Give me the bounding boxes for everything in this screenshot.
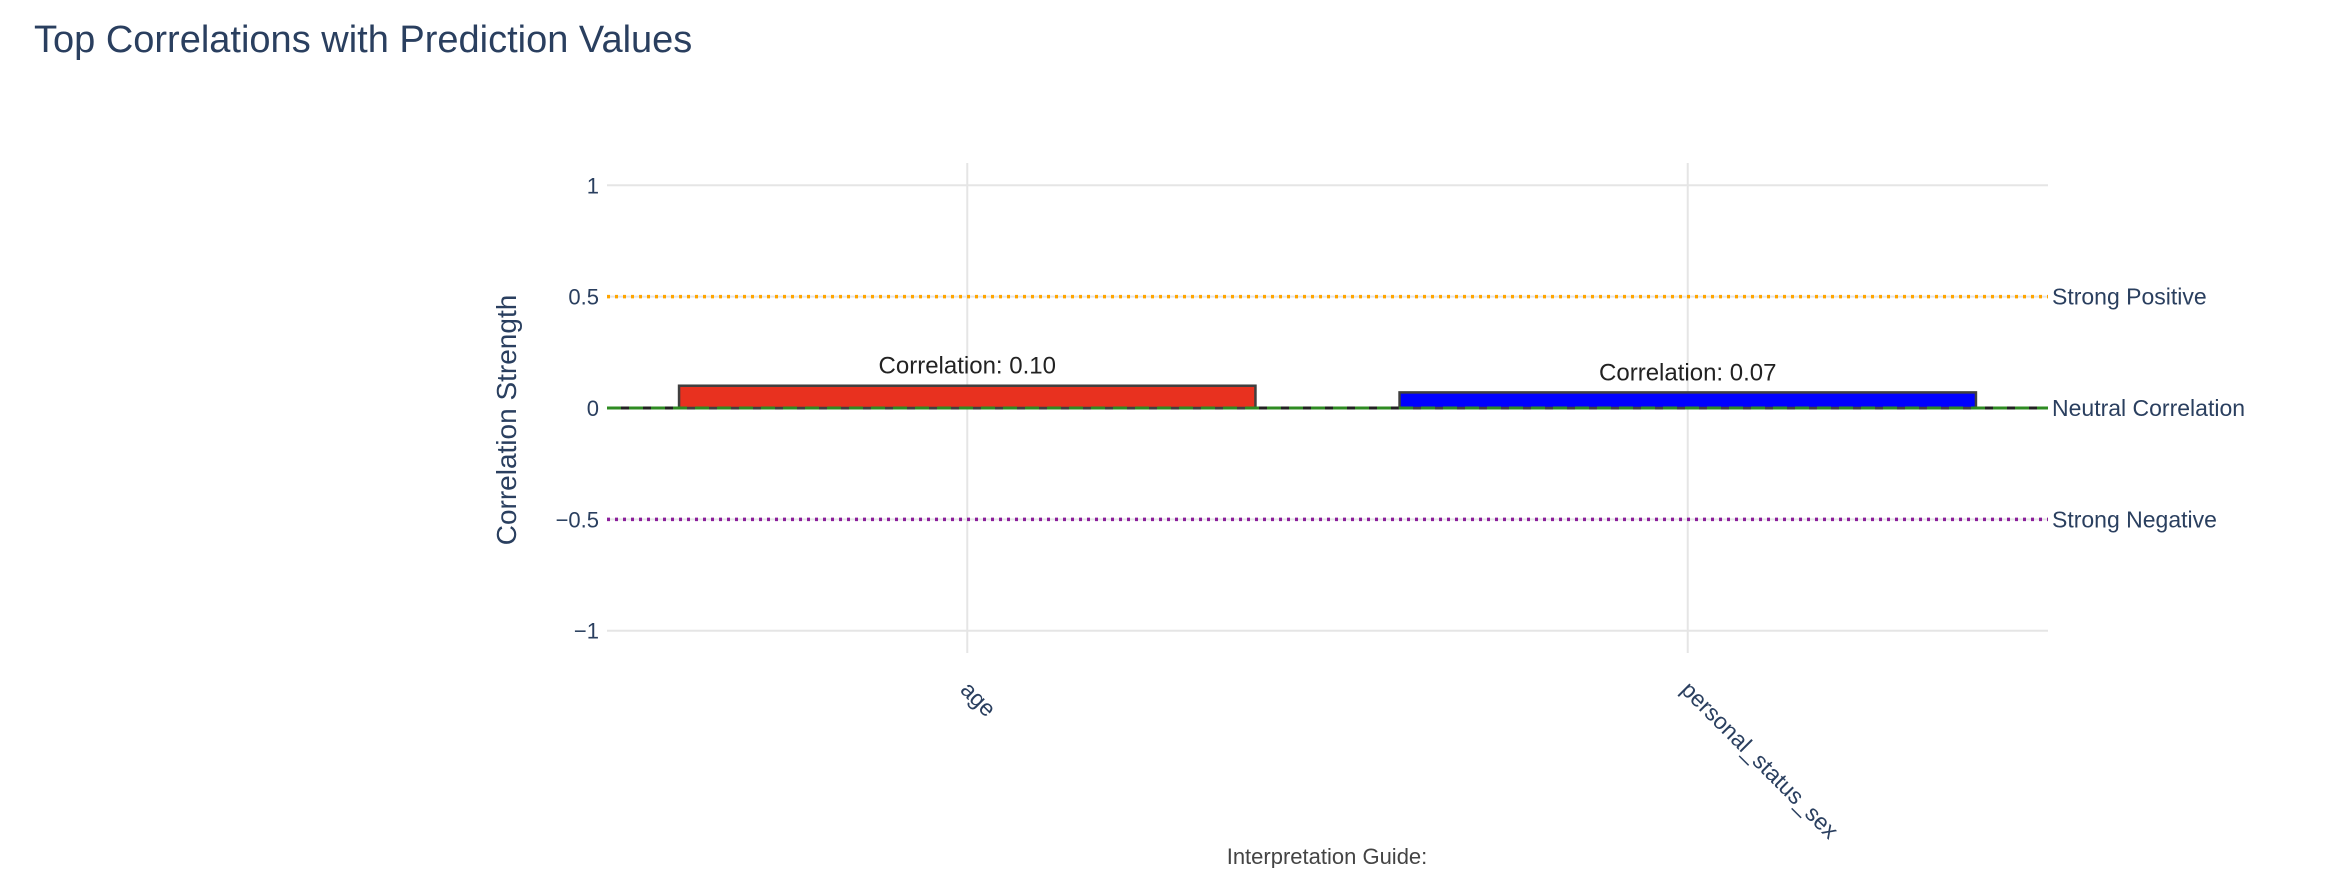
reference-line-labels: Strong Positive Neutral Correlation Strong… — [2052, 284, 2245, 533]
y-tick-label: 0 — [587, 396, 599, 421]
x-tick-labels: age personal_status_sex — [956, 676, 1844, 844]
x-tick-label: age — [956, 676, 1002, 722]
bar-age — [677, 384, 1257, 410]
bar-labels: Correlation: 0.10 Correlation: 0.07 — [879, 353, 1777, 387]
interpretation-guide-annotation: Interpretation Guide: — [1227, 844, 1428, 868]
y-tick-labels: 1 0.5 0 −0.5 −1 — [556, 173, 599, 643]
y-tick-label: 0.5 — [568, 285, 599, 310]
x-tick-label: personal_status_sex — [1676, 676, 1844, 844]
chart-title: Top Correlations with Prediction Values — [34, 19, 692, 61]
reference-line-label-1: Neutral Correlation — [2052, 395, 2245, 421]
bars — [677, 384, 1978, 410]
y-tick-label: −1 — [574, 619, 599, 644]
reference-line-label-2: Strong Negative — [2052, 506, 2217, 532]
bar-personal_status_sex — [1398, 391, 1978, 410]
bar-label-personal_status_sex: Correlation: 0.07 — [1599, 359, 1776, 386]
y-axis-title: Correlation Strength — [491, 295, 522, 546]
y-tick-label: −0.5 — [556, 507, 599, 532]
reference-line-label-0: Strong Positive — [2052, 284, 2207, 310]
reference-lines — [607, 294, 2048, 522]
y-tick-label: 1 — [587, 173, 599, 198]
bar-label-age: Correlation: 0.10 — [879, 353, 1056, 380]
